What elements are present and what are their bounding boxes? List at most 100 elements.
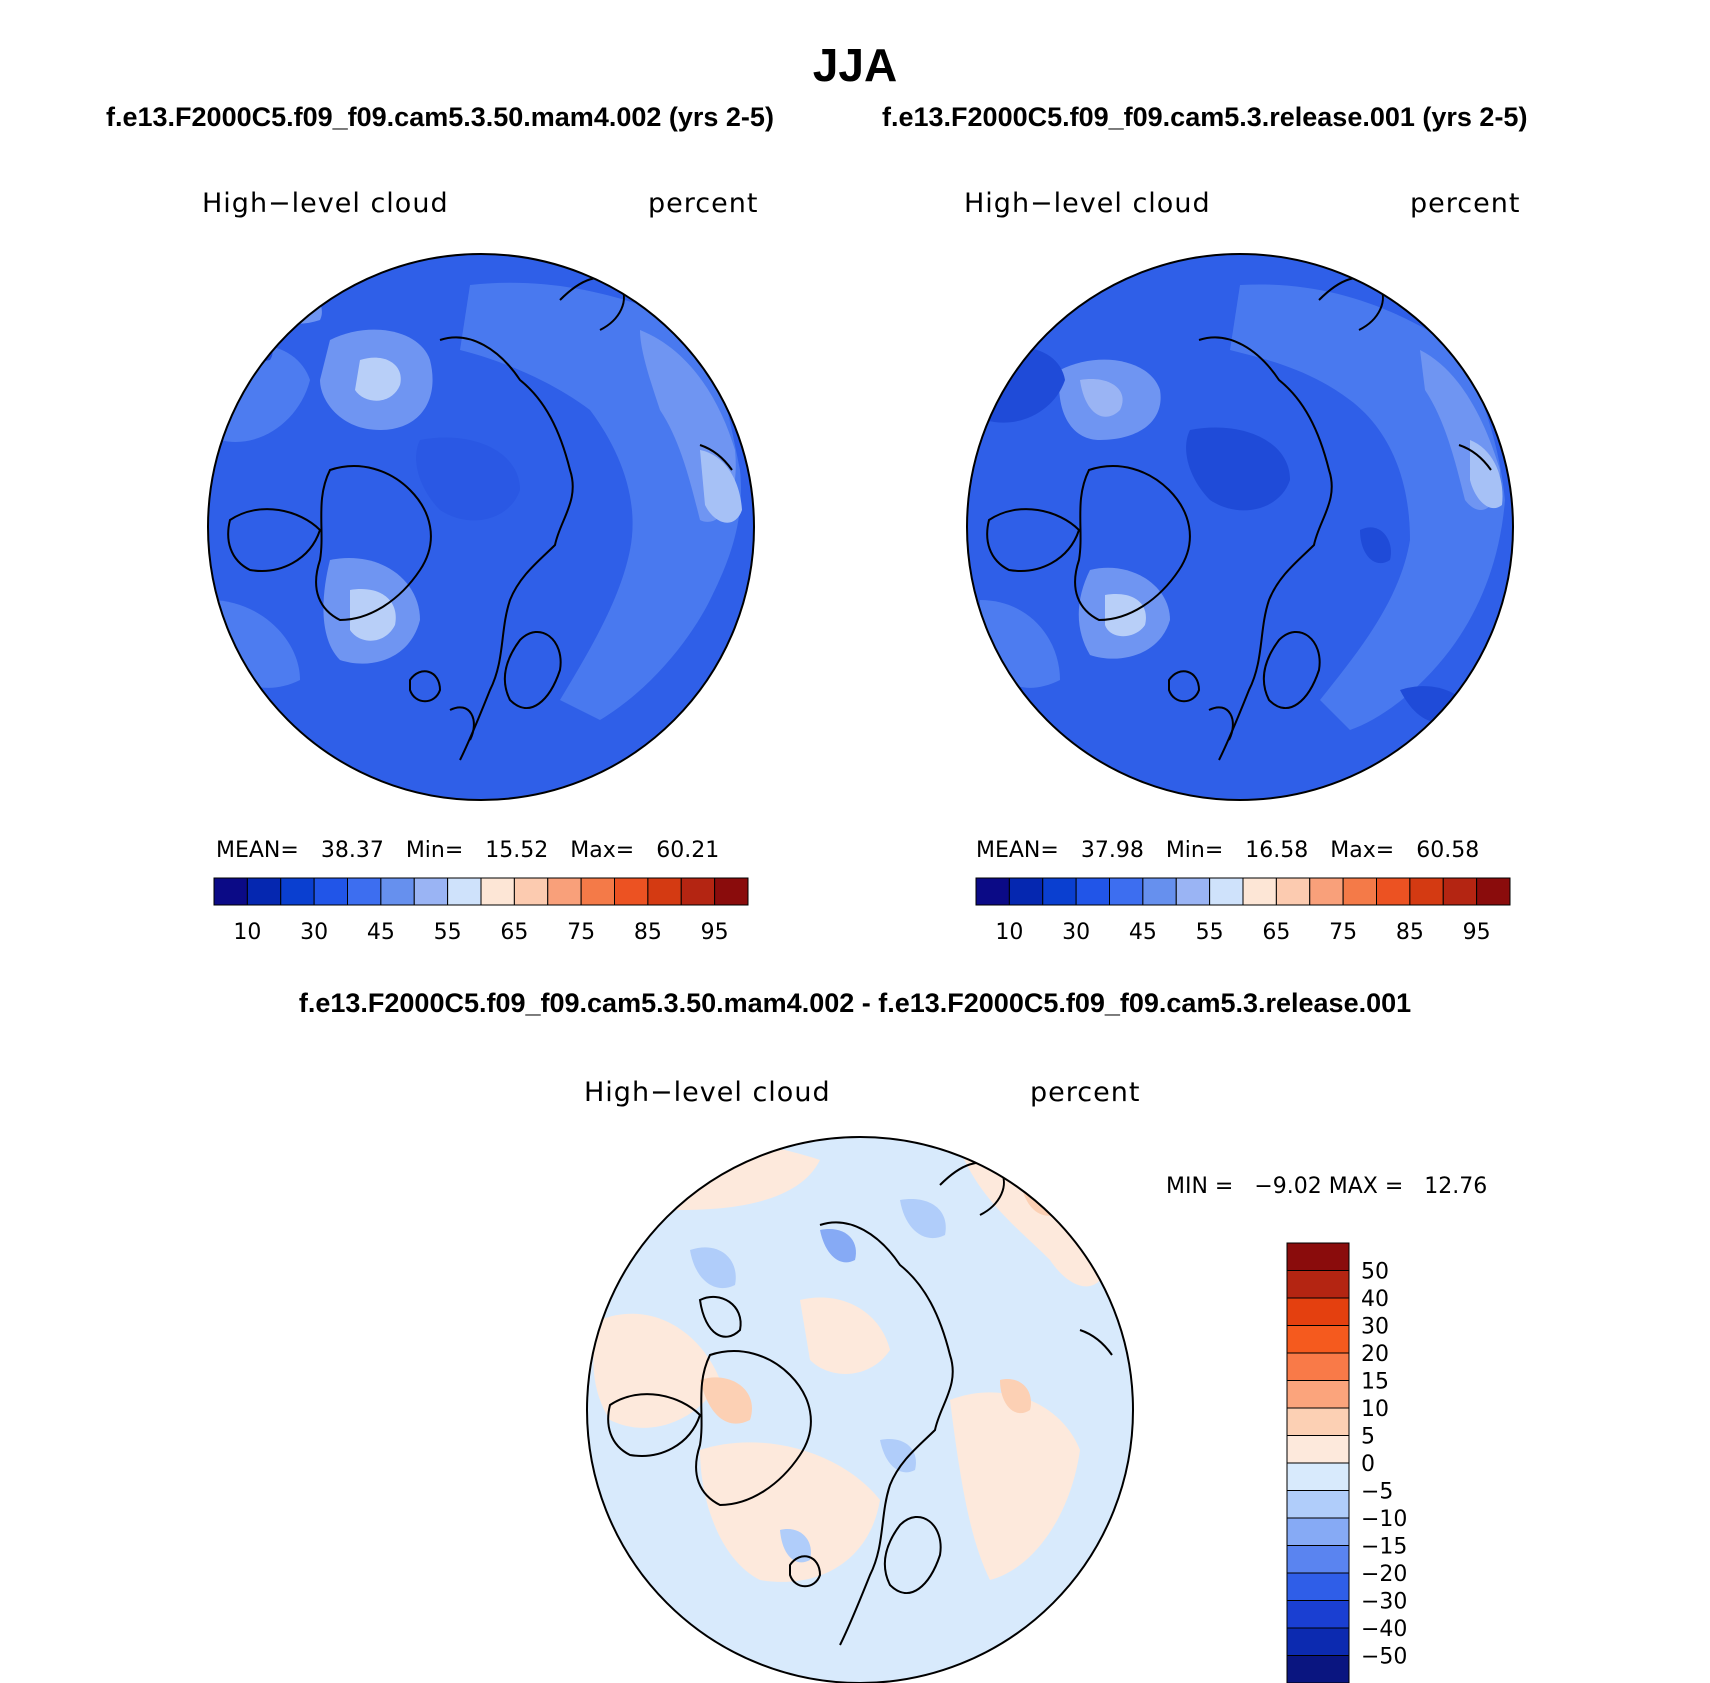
panel2-mean-label: MEAN= xyxy=(976,838,1059,863)
diff-units-label: percent xyxy=(1030,1077,1141,1108)
panel1-colorbar-swatch-14 xyxy=(680,877,716,906)
panel2-colorbar-tick-label: 55 xyxy=(1196,920,1224,945)
diff-colorbar-tick-label: 0 xyxy=(1361,1452,1375,1477)
diff-min-max: MIN = −9.02 MAX = 12.76 xyxy=(1166,1174,1488,1199)
panel1-stats: MEAN= 38.37 Min= 15.52 Max= 60.21 xyxy=(216,838,719,863)
panel2-mean-value: 37.98 xyxy=(1080,838,1144,863)
panel1-mean-value: 38.37 xyxy=(320,838,384,863)
panel2-colorbar-swatch-1 xyxy=(1008,877,1044,906)
panel2-min-label: Min= xyxy=(1165,838,1224,863)
panel1-colorbar-swatch-8 xyxy=(480,877,515,906)
diff-colorbar-swatch-2 xyxy=(1286,1297,1350,1326)
diff-colorbar-swatch-4 xyxy=(1286,1352,1350,1381)
panel2-colorbar-tick-label: 85 xyxy=(1396,920,1424,945)
diff-colorbar-tick-label: −5 xyxy=(1361,1480,1393,1505)
panel1-colorbar-tick-label: 30 xyxy=(300,920,328,945)
panel1-colorbar-swatch-2 xyxy=(280,877,315,906)
panel1-map xyxy=(207,253,755,801)
diff-colorbar-swatch-11 xyxy=(1286,1545,1350,1574)
panel2-colorbar-swatch-9 xyxy=(1275,877,1311,906)
diff-colorbar-swatch-8 xyxy=(1286,1462,1350,1491)
panel1-colorbar-tick-label: 75 xyxy=(567,920,595,945)
panel1-colorbar-swatch-11 xyxy=(580,877,615,906)
panel2-colorbar-swatch-2 xyxy=(1042,877,1077,906)
diff-colorbar-tick-label: −20 xyxy=(1361,1562,1407,1587)
panel2-colorbar-swatch-13 xyxy=(1409,877,1444,906)
panel2-colorbar: 10 30 45 55 65 75 85 95 xyxy=(975,877,1511,945)
diff-colorbar-swatch-5 xyxy=(1286,1380,1350,1409)
panel1-mean-label: MEAN= xyxy=(216,838,299,863)
panel1-colorbar-tick-label: 95 xyxy=(701,920,729,945)
panel1-colorbar-tick-label: 85 xyxy=(634,920,662,945)
case-title-left: f.e13.F2000C5.f09_f09.cam5.3.50.mam4.002… xyxy=(106,102,774,132)
diff-map xyxy=(586,1136,1134,1683)
panel1-min-value: 15.52 xyxy=(485,838,549,863)
panel1-colorbar-swatch-13 xyxy=(647,877,682,906)
diff-colorbar-swatch-0 xyxy=(1286,1242,1350,1271)
diff-colorbar-tick-label: 30 xyxy=(1361,1315,1389,1340)
panel2-colorbar-swatch-8 xyxy=(1242,877,1277,906)
diff-variable-label: High−level cloud xyxy=(584,1077,831,1108)
diff-coastlines xyxy=(607,1161,1113,1646)
panel2-colorbar-tick-label: 65 xyxy=(1262,920,1290,945)
panel1-colorbar-swatch-3 xyxy=(313,877,348,906)
panel2-coastlines xyxy=(986,276,1492,761)
diff-colorbar-tick-label: 5 xyxy=(1361,1425,1375,1450)
panel1-colorbar-swatch-5 xyxy=(380,877,415,906)
diff-colorbar-swatch-1 xyxy=(1286,1270,1350,1299)
panel1-colorbar-swatch-6 xyxy=(413,877,449,906)
figure-title: JJA xyxy=(812,39,898,91)
panel2-variable-label: High−level cloud xyxy=(964,188,1211,219)
panel2-map-border xyxy=(966,253,1514,801)
panel1-colorbar-swatch-1 xyxy=(246,877,282,906)
panel2-colorbar-swatch-0 xyxy=(975,877,1010,906)
diff-colorbar-swatch-9 xyxy=(1286,1490,1350,1519)
diff-colorbar-tick-label: 50 xyxy=(1361,1260,1389,1285)
panel1-colorbar-swatch-15 xyxy=(714,877,749,906)
panel1-colorbar: 10 30 45 55 65 75 85 95 xyxy=(213,877,749,945)
panel2-colorbar-tick-label: 95 xyxy=(1463,920,1491,945)
panel2-colorbar-swatch-3 xyxy=(1075,877,1110,906)
panel2-colorbar-swatch-11 xyxy=(1342,877,1377,906)
panel1-max-value: 60.21 xyxy=(656,838,720,863)
panel1-variable-label: High−level cloud xyxy=(202,188,449,219)
diff-colorbar-swatch-13 xyxy=(1286,1600,1350,1629)
panel2-colorbar-tick-label: 10 xyxy=(995,920,1023,945)
panel2-colorbar-swatch-10 xyxy=(1309,877,1344,906)
diff-colorbar-tick-label: −50 xyxy=(1361,1645,1407,1670)
difference-title: f.e13.F2000C5.f09_f09.cam5.3.50.mam4.002… xyxy=(298,988,1412,1018)
panel2-colorbar-swatch-14 xyxy=(1442,877,1478,906)
diff-colorbar-swatch-6 xyxy=(1286,1407,1350,1436)
panel2-colorbar-tick-label: 45 xyxy=(1129,920,1157,945)
case-title-right: f.e13.F2000C5.f09_f09.cam5.3.release.001… xyxy=(882,102,1528,132)
panel2-max-label: Max= xyxy=(1330,838,1395,863)
diff-colorbar-tick-label: 10 xyxy=(1361,1397,1389,1422)
panel2-colorbar-tick-label: 30 xyxy=(1062,920,1090,945)
diff-colorbar-swatch-14 xyxy=(1286,1627,1350,1656)
panel1-colorbar-swatch-12 xyxy=(614,877,649,906)
panel2-colorbar-tick-label: 75 xyxy=(1329,920,1357,945)
diff-colorbar-tick-label: 20 xyxy=(1361,1342,1389,1367)
panel2-units-label: percent xyxy=(1410,188,1521,219)
panel1-colorbar-tick-label: 65 xyxy=(500,920,528,945)
diff-colorbar-swatch-15 xyxy=(1286,1655,1350,1683)
panel1-colorbar-swatch-0 xyxy=(213,877,248,906)
panel1-map-border xyxy=(207,253,755,801)
panel1-colorbar-tick-label: 45 xyxy=(367,920,395,945)
panel1-max-label: Max= xyxy=(570,838,635,863)
panel2-min-value: 16.58 xyxy=(1245,838,1309,863)
diff-colorbar-tick-label: 40 xyxy=(1361,1287,1389,1312)
diff-colorbar-tick-label: −30 xyxy=(1361,1590,1407,1615)
panel1-colorbar-swatch-10 xyxy=(547,877,582,906)
panel1-colorbar-swatch-9 xyxy=(513,877,549,906)
panel2-colorbar-swatch-6 xyxy=(1175,877,1211,906)
panel1-units-label: percent xyxy=(648,188,759,219)
panel1-colorbar-swatch-4 xyxy=(347,877,382,906)
diff-colorbar-tick-label: −40 xyxy=(1361,1617,1407,1642)
diff-map-border xyxy=(586,1136,1134,1683)
diff-colorbar-tick-label: −10 xyxy=(1361,1507,1407,1532)
panel2-colorbar-swatch-12 xyxy=(1376,877,1411,906)
diff-colorbar-swatch-7 xyxy=(1286,1435,1350,1464)
